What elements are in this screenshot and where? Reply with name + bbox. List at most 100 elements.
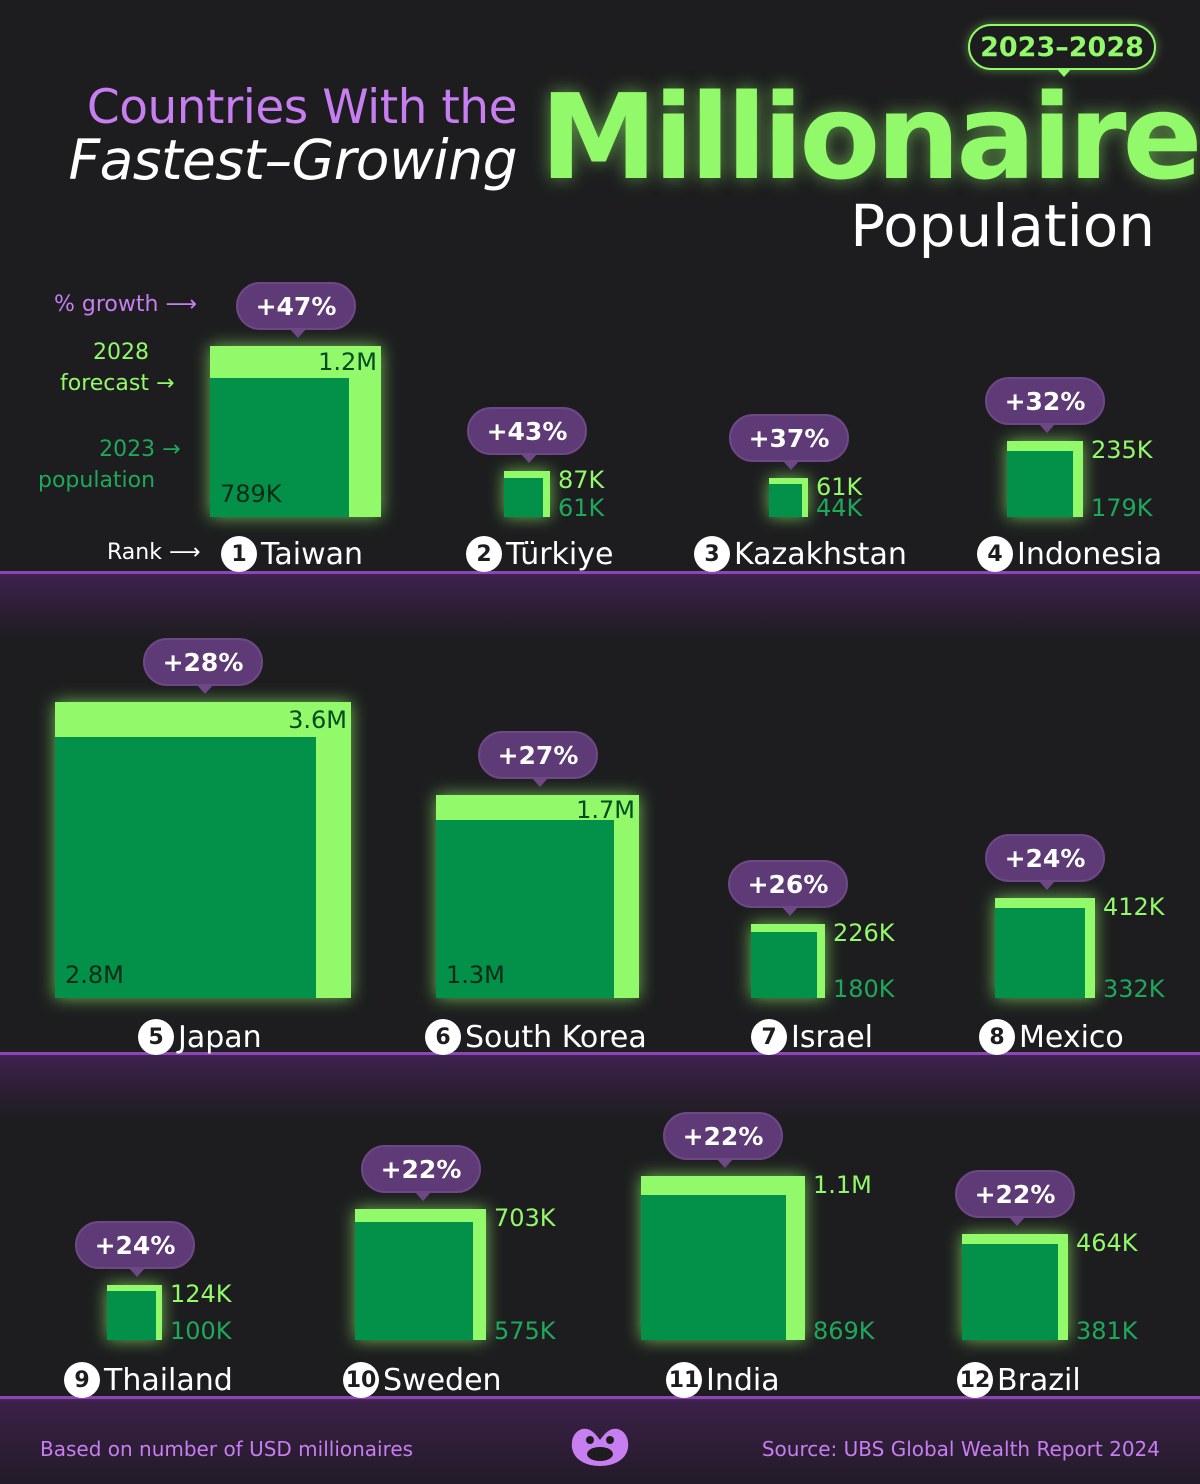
growth-pill-india: +22%	[663, 1112, 783, 1168]
legend-forecast: 2028 → forecast →	[60, 337, 174, 399]
value-2028-thailand: 124K	[170, 1280, 232, 1308]
growth-pill-brazil: +22%	[955, 1170, 1075, 1226]
title-line1: Countries With the	[86, 80, 518, 135]
visual-capitalist-logo-icon	[571, 1428, 629, 1466]
rank-badge: 9	[64, 1362, 100, 1398]
country-label-indonesia: 4 Indonesia	[977, 536, 1162, 572]
title-line3: Population	[850, 192, 1155, 260]
value-2028-mexico: 412K	[1103, 893, 1165, 921]
legend-growth-label: % growth	[54, 292, 159, 317]
rank-badge: 11	[666, 1362, 702, 1398]
rank-badge: 1	[221, 536, 257, 572]
square-2023-israel	[751, 932, 817, 998]
value-2023-t-rkiye: 61K	[558, 494, 605, 522]
arrow-right-icon: ⟶	[168, 540, 201, 565]
value-2023-india: 869K	[813, 1317, 875, 1345]
rank-badge: 2	[466, 536, 502, 572]
growth-pill-indonesia: +32%	[985, 377, 1105, 433]
growth-pill-kazakhstan: +37%	[729, 414, 849, 470]
title-line2: Fastest–Growing	[68, 128, 517, 192]
growth-pill-thailand: +24%	[75, 1221, 195, 1277]
value-2023-indonesia: 179K	[1091, 494, 1153, 522]
growth-pill-israel: +26%	[728, 860, 848, 916]
value-2023-sweden: 575K	[494, 1317, 556, 1345]
value-2023-thailand: 100K	[170, 1317, 232, 1345]
legend-forecast-line1: 2028	[92, 340, 149, 365]
arrow-right-icon: ⟶	[165, 292, 197, 317]
growth-pill-mexico: +24%	[985, 834, 1105, 890]
country-name: Türkiye	[506, 536, 614, 572]
years-badge: 2023–2028	[968, 24, 1156, 77]
country-name: Sweden	[383, 1362, 502, 1398]
growth-pill-taiwan: +47%	[236, 282, 356, 338]
legend-rank: Rank ⟶	[107, 540, 201, 565]
value-2023-south-korea: 1.3M	[446, 961, 505, 989]
value-2023-kazakhstan: 44K	[816, 494, 863, 522]
country-name: Thailand	[104, 1362, 233, 1398]
rank-badge: 10	[343, 1362, 379, 1398]
value-2028-kazakhstan: 61K	[816, 473, 863, 501]
square-2023-t-rkiye	[504, 478, 543, 517]
value-2028-taiwan: 1.2M	[318, 349, 377, 375]
country-name: Brazil	[997, 1362, 1081, 1398]
value-2023-brazil: 381K	[1076, 1317, 1138, 1345]
legend-population-line2: population	[38, 468, 156, 493]
rank-badge: 6	[425, 1019, 461, 1055]
square-2023-south-korea	[436, 820, 614, 998]
value-2028-indonesia: 235K	[1091, 436, 1153, 464]
value-2028-t-rkiye: 87K	[558, 466, 605, 494]
country-label-japan: 5 Japan	[138, 1019, 262, 1055]
legend-forecast-line2: forecast	[60, 371, 149, 396]
growth-pill-japan: +28%	[143, 638, 263, 694]
country-name: India	[706, 1362, 780, 1398]
value-2028-brazil: 464K	[1076, 1229, 1138, 1257]
legend-population: 2023 → population →	[38, 434, 181, 496]
square-2023-japan	[55, 737, 316, 998]
legend-rank-label: Rank	[107, 540, 162, 565]
growth-pill-sweden: +22%	[361, 1145, 481, 1201]
square-2023-sweden	[355, 1222, 473, 1340]
rank-badge: 4	[977, 536, 1013, 572]
country-label-brazil: 12 Brazil	[957, 1362, 1081, 1398]
rank-badge: 7	[751, 1019, 787, 1055]
country-label-israel: 7 Israel	[751, 1019, 873, 1055]
value-2023-japan: 2.8M	[65, 961, 124, 989]
rank-badge: 12	[957, 1362, 993, 1398]
row-divider-2	[0, 1052, 1200, 1122]
arrow-right-icon: →	[155, 437, 181, 462]
country-name: Mexico	[1019, 1019, 1124, 1055]
country-name: Japan	[178, 1019, 262, 1055]
growth-pill-south-korea: +27%	[478, 731, 598, 787]
value-2028-sweden: 703K	[494, 1204, 556, 1232]
country-label-thailand: 9 Thailand	[64, 1362, 233, 1398]
value-2028-japan: 3.6M	[288, 706, 347, 734]
country-label-sweden: 10 Sweden	[343, 1362, 502, 1398]
country-label-kazakhstan: 3 Kazakhstan	[694, 536, 907, 572]
footer-source: Source: UBS Global Wealth Report 2024	[761, 1437, 1160, 1461]
value-2028-india: 1.1M	[813, 1171, 872, 1199]
title-main: Millionaire	[540, 68, 1200, 206]
country-label-taiwan: 1 Taiwan	[221, 536, 363, 572]
legend-population-line1: 2023	[99, 437, 156, 462]
row-divider-1	[0, 571, 1200, 641]
value-2023-israel: 180K	[833, 975, 895, 1003]
square-2023-kazakhstan	[769, 484, 802, 517]
square-2023-thailand	[107, 1291, 156, 1340]
country-name: Kazakhstan	[734, 536, 907, 572]
growth-pill-t-rkiye: +43%	[467, 407, 587, 463]
country-label-mexico: 8 Mexico	[979, 1019, 1124, 1055]
arrow-right-icon: →	[148, 371, 175, 396]
country-label-t-rkiye: 2 Türkiye	[466, 536, 613, 572]
rank-badge: 3	[694, 536, 730, 572]
country-name: Israel	[791, 1019, 873, 1055]
country-label-india: 11 India	[666, 1362, 780, 1398]
value-2028-south-korea: 1.7M	[576, 797, 635, 823]
country-label-south-korea: 6 South Korea	[425, 1019, 647, 1055]
rank-badge: 5	[138, 1019, 174, 1055]
square-2023-mexico	[995, 908, 1085, 998]
square-2023-indonesia	[1007, 451, 1073, 517]
value-2023-taiwan: 789K	[220, 480, 282, 508]
value-2023-mexico: 332K	[1103, 975, 1165, 1003]
country-name: Taiwan	[261, 536, 364, 572]
